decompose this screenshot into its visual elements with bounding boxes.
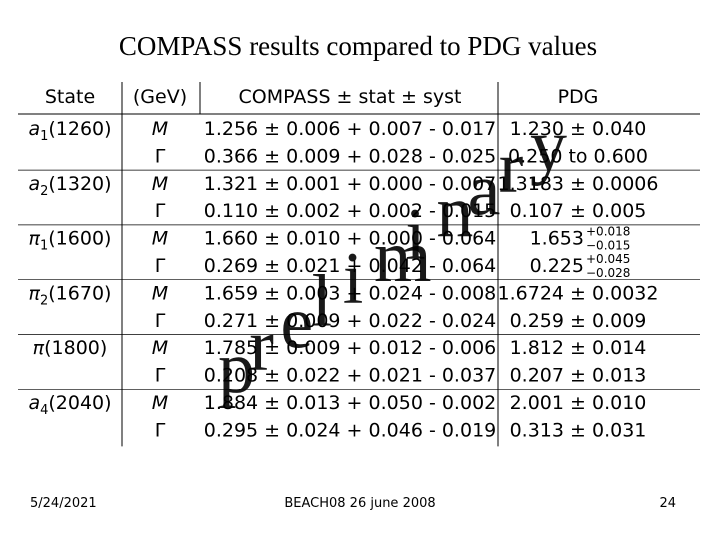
parameter: Γ: [155, 255, 166, 277]
column-header: PDG: [558, 86, 599, 108]
state-name: a4(2040): [28, 392, 111, 418]
pdg-value: 1.812 ± 0.014: [510, 337, 647, 359]
compass-value: 0.271 ± 0.009 + 0.022 - 0.024: [204, 310, 497, 332]
pdg-value: 1.6724 ± 0.0032: [498, 282, 659, 304]
compass-value: 1.785 ± 0.009 + 0.012 - 0.006: [204, 337, 497, 359]
pdg-error-plus: +0.018: [586, 225, 630, 239]
pdg-error-minus: −0.028: [586, 266, 630, 280]
state-mass: (1800): [44, 337, 107, 359]
pdg-value: 1.3183 ± 0.0006: [498, 173, 659, 195]
state-mass: (1670): [48, 282, 111, 304]
compass-value: 0.295 ± 0.024 + 0.046 - 0.019: [204, 419, 497, 441]
state-mass: (1600): [48, 228, 111, 250]
compass-value: 1.660 ± 0.010 + 0.000 - 0.064: [204, 228, 497, 250]
state-subscript: 1: [40, 239, 48, 254]
column-header: COMPASS ± stat ± syst: [239, 86, 462, 108]
state-subscript: 2: [40, 293, 48, 308]
footer-text: BEACH08 26 june 2008: [284, 496, 435, 511]
table: State (GeV) COMPASS ± stat ± syst PDGa1(126…: [18, 82, 700, 447]
pdg-error-minus: −0.015: [586, 239, 630, 253]
state-subscript: 2: [40, 184, 48, 199]
state-symbol: π: [29, 282, 41, 304]
state-symbol: a: [28, 173, 40, 195]
pdg-value: 1.653: [530, 228, 584, 250]
column-header: State: [45, 86, 95, 108]
slide-title: COMPASS results compared to PDG values: [119, 31, 597, 61]
parameter: M: [152, 228, 168, 250]
compass-value: 0.208 ± 0.022 + 0.021 - 0.037: [204, 365, 497, 387]
parameter: Γ: [155, 310, 166, 332]
state-mass: (2040): [48, 392, 111, 414]
state-name: a1(1260): [28, 118, 111, 144]
state-symbol: a: [28, 118, 40, 140]
state-symbol: a: [28, 392, 40, 414]
compass-value: 1.321 ± 0.001 + 0.000 - 0.007: [204, 173, 497, 195]
compass-value: 1.256 ± 0.006 + 0.007 - 0.017: [204, 118, 497, 140]
compass-value: 0.366 ± 0.009 + 0.028 - 0.025: [204, 145, 497, 167]
state-subscript: 4: [40, 403, 48, 418]
parameter: M: [152, 392, 168, 414]
state-name: π2(1670): [29, 282, 112, 308]
pdg-value: 0.225: [530, 255, 584, 277]
state-symbol: π: [29, 228, 41, 250]
state-symbol: π: [33, 337, 45, 359]
pdg-value: 0.207 ± 0.013: [510, 365, 647, 387]
column-header: (GeV): [133, 86, 187, 108]
state-name: a2(1320): [28, 173, 111, 199]
state-name: π1(1600): [29, 228, 112, 254]
pdg-error-plus: +0.045: [586, 252, 630, 266]
pdg-value: 1.230 ± 0.040: [510, 118, 647, 140]
state-mass: (1260): [48, 118, 111, 140]
pdg-value: 0.313 ± 0.031: [510, 419, 647, 441]
state-mass: (1320): [48, 173, 111, 195]
pdg-value: 0.259 ± 0.009: [510, 310, 647, 332]
parameter: M: [152, 173, 168, 195]
compass-value: 1.659 ± 0.003 + 0.024 - 0.008: [204, 282, 497, 304]
footer-date: 5/24/2021: [30, 496, 97, 511]
compass-value: 0.110 ± 0.002 + 0.002 - 0.015: [204, 200, 497, 222]
pdg-value: 0.250 to 0.600: [508, 145, 648, 167]
state-subscript: 1: [40, 129, 48, 144]
state-name: π(1800): [33, 337, 108, 359]
pdg-value: 0.107 ± 0.005: [510, 200, 647, 222]
pdg-value: 2.001 ± 0.010: [510, 392, 647, 414]
page-number: 24: [659, 496, 676, 511]
parameter: Γ: [155, 200, 166, 222]
parameter: M: [152, 118, 168, 140]
compass-value: 0.269 ± 0.021 + 0.042 - 0.064: [204, 255, 497, 277]
parameter: Γ: [155, 365, 166, 387]
parameter: Γ: [155, 419, 166, 441]
compass-value: 1.884 ± 0.013 + 0.050 - 0.002: [204, 392, 497, 414]
parameter: M: [152, 282, 168, 304]
parameter: M: [152, 337, 168, 359]
parameter: Γ: [155, 145, 166, 167]
